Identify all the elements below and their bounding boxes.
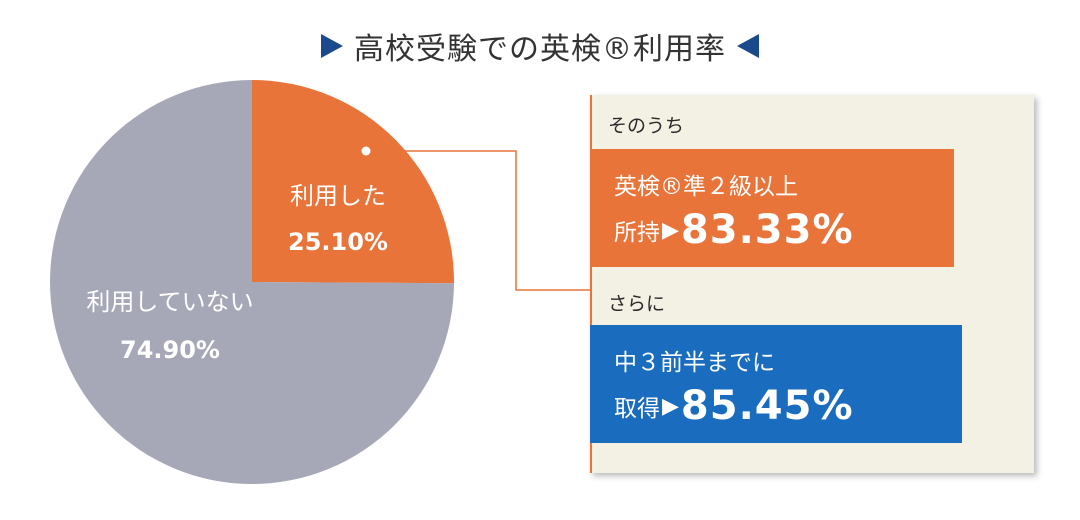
pie-slice-used xyxy=(252,80,454,284)
early-acquisition-stat-box: 中３前半までに 取得 ▶ 85.45% xyxy=(590,325,962,443)
grade2-stat-prefix: 所持 xyxy=(614,220,660,246)
grade2-stat-value: 83.33% xyxy=(680,207,854,253)
slice-label-used: 利用した xyxy=(290,182,386,210)
early-acquisition-stat-prefix: 取得 xyxy=(614,396,660,422)
triangle-left-icon xyxy=(737,34,759,58)
arrow-right-icon: ▶ xyxy=(662,393,679,419)
early-acquisition-stat-row: 取得 ▶ 85.45% xyxy=(614,383,854,429)
pie-slice-not-used xyxy=(49,80,454,484)
slice-value-used: 25.10% xyxy=(288,228,388,256)
panel-accent-rule xyxy=(590,95,592,473)
callout-connector-line xyxy=(366,150,590,291)
slice-value-not-used: 74.90% xyxy=(120,336,220,364)
callout-connector-dot xyxy=(361,146,371,156)
chart-title: 高校受験での英検®利用率 xyxy=(0,24,1080,68)
grade2-stat-row: 所持 ▶ 83.33% xyxy=(614,207,854,253)
arrow-right-icon: ▶ xyxy=(662,217,679,243)
triangle-right-icon xyxy=(321,34,343,58)
section1-label: そのうち xyxy=(608,115,685,137)
early-acquisition-stat-value: 85.45% xyxy=(680,383,854,429)
grade2-stat-box: 英検®準２級以上 所持 ▶ 83.33% xyxy=(590,149,954,267)
callout-panel: そのうち 英検®準２級以上 所持 ▶ 83.33% さらに 中３前半までに 取得… xyxy=(590,95,1034,473)
section2-label: さらに xyxy=(608,293,666,315)
slice-label-not-used: 利用していない xyxy=(86,288,253,316)
grade2-stat-text: 英検®準２級以上 xyxy=(614,174,798,200)
early-acquisition-stat-text: 中３前半までに xyxy=(614,350,775,376)
chart-title-text: 高校受験での英検®利用率 xyxy=(354,32,726,67)
